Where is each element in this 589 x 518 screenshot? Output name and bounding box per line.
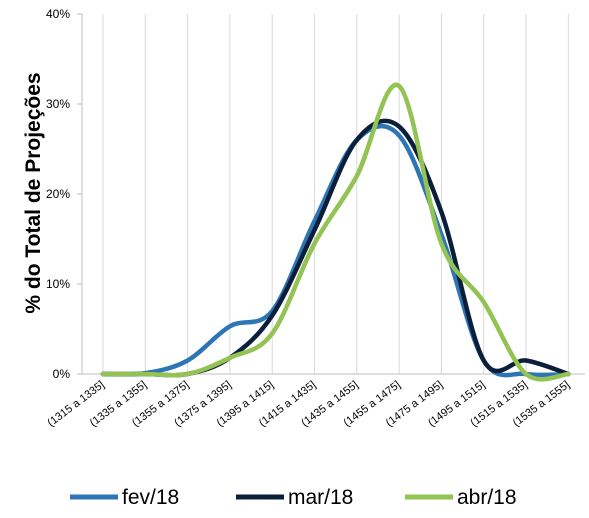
legend-item-fev-18: fev/18 [70, 486, 179, 509]
y-tick-label: 20% [46, 187, 70, 201]
legend-label: mar/18 [288, 486, 353, 509]
legend: fev/18 mar/18 abr/18 [70, 486, 517, 509]
y-tick-label: 10% [46, 277, 70, 291]
series-line-fev-18 [100, 123, 571, 378]
y-axis-label: % do Total de Projeções [22, 72, 45, 313]
y-tick-label: 30% [46, 97, 70, 111]
y-tick-label: 0% [53, 367, 71, 381]
series-line-mar-18 [100, 118, 571, 378]
grid-lines [102, 14, 569, 374]
series-line-abr-18 [100, 82, 571, 382]
y-axis-tick-labels: 0% 10% 20% 30% 40% [46, 7, 70, 381]
x-axis-tick-labels: (1315 a 1335](1335 a 1355](1355 a 1375](… [45, 379, 572, 429]
legend-item-abr-18: abr/18 [405, 486, 517, 509]
y-tick-label: 40% [46, 7, 70, 21]
legend-item-mar-18: mar/18 [236, 486, 353, 509]
series-lines [100, 82, 571, 382]
legend-label: fev/18 [122, 486, 179, 509]
legend-label: abr/18 [457, 486, 517, 509]
